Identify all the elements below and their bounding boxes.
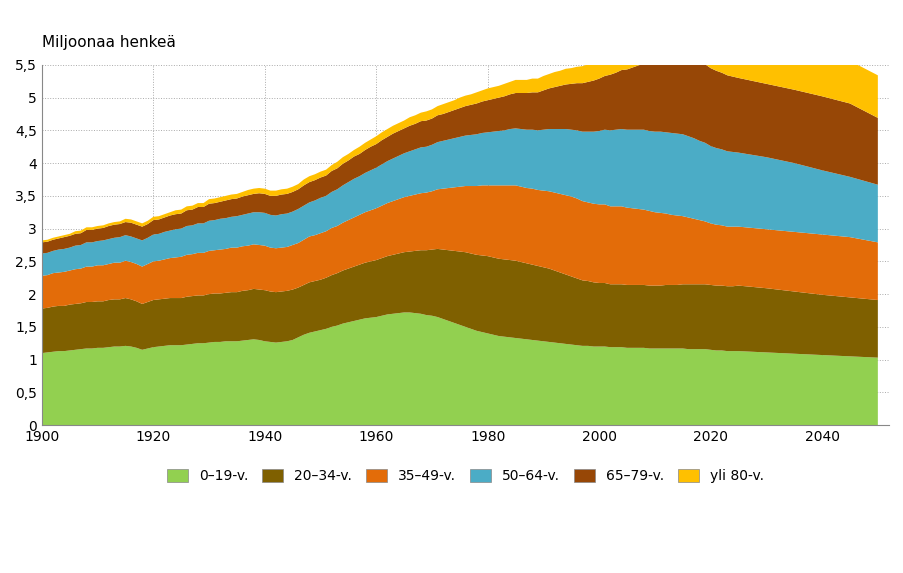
Legend: 0–19-v., 20–34-v., 35–49-v., 50–64-v., 65–79-v., yli 80-v.: 0–19-v., 20–34-v., 35–49-v., 50–64-v., 6… — [160, 462, 769, 490]
Text: Miljoonaa henkeä: Miljoonaa henkeä — [42, 36, 175, 50]
